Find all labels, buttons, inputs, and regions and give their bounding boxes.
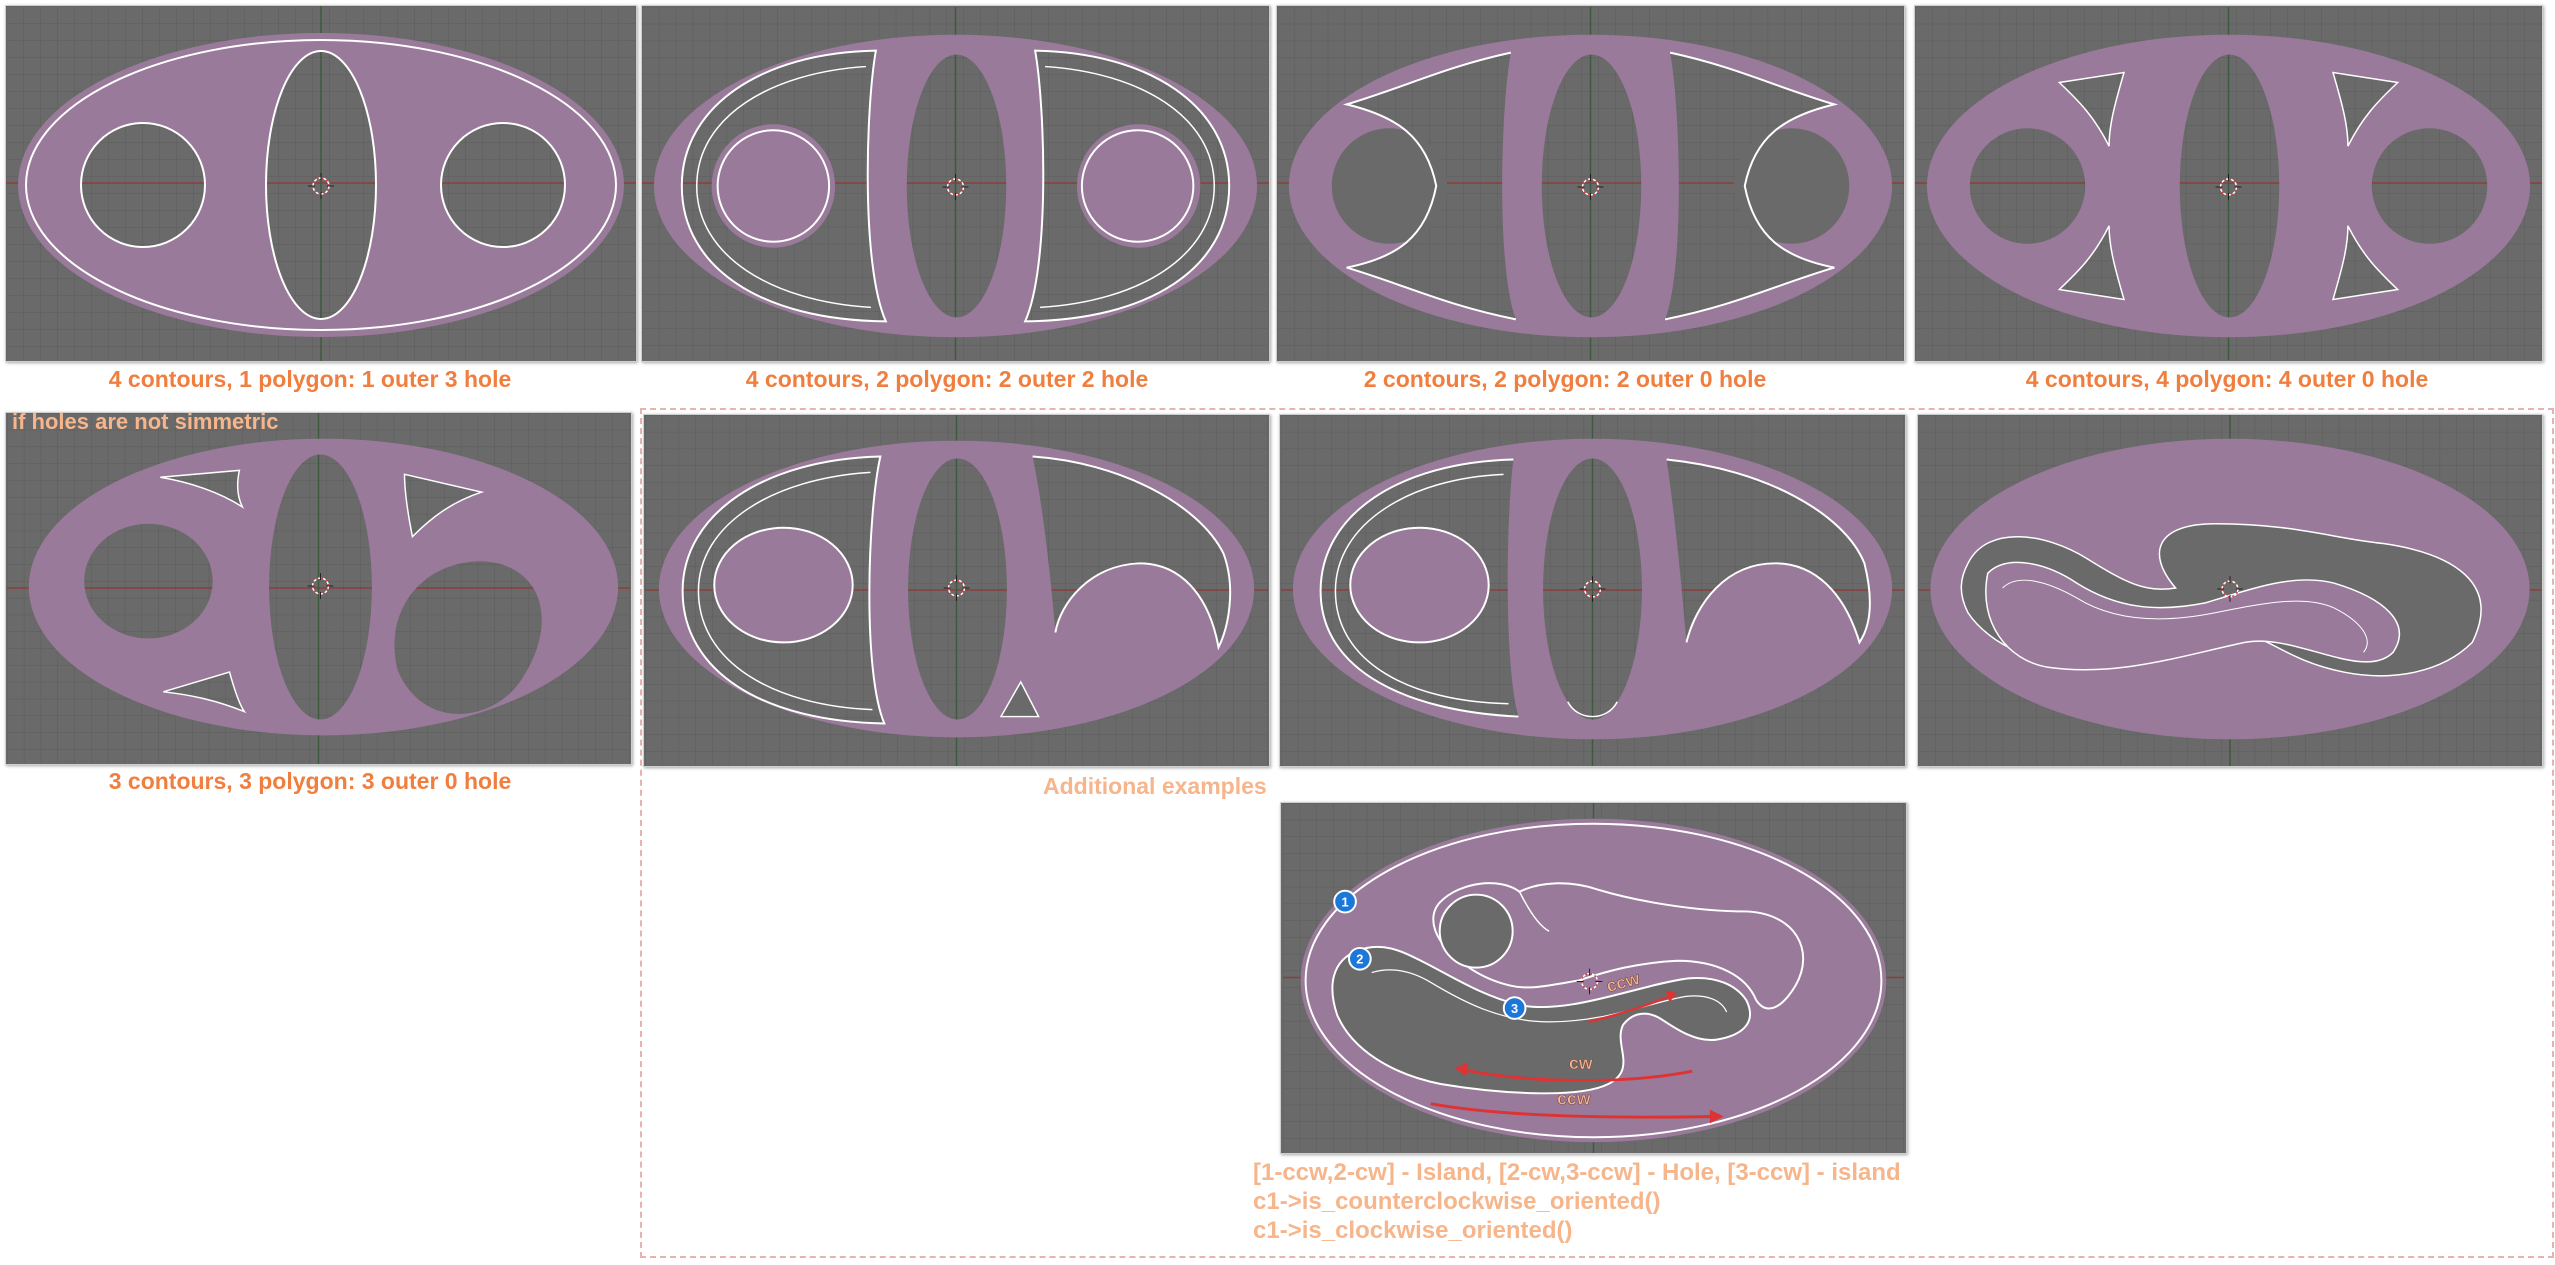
caption-3: 2 contours, 2 polygon: 2 outer 0 hole (1363, 366, 1767, 392)
caption-2: 4 contours, 2 polygon: 2 outer 2 hole (745, 366, 1149, 392)
marker-3-label: 3 (1511, 1001, 1518, 1016)
panel-orientation: ccw cw ccw 1 2 3 (1280, 802, 1907, 1154)
marker-2-label: 2 (1356, 952, 1363, 967)
ccw-outer-label: ccw (1557, 1089, 1591, 1109)
additional-examples-frame (640, 408, 2554, 1258)
cw-method-line: c1->is_clockwise_oriented() (1253, 1217, 1573, 1244)
orientation-notes: [1-ccw,2-cw] - Island, [2-cw,3-ccw] - Ho… (1253, 1158, 1901, 1245)
marker-1: 1 (1333, 889, 1357, 914)
caption-1: 4 contours, 1 polygon: 1 outer 3 hole (108, 366, 512, 392)
panel-2 (641, 5, 1270, 362)
caption-4: 4 contours, 4 polygon: 4 outer 0 hole (2025, 366, 2429, 392)
marker-3: 3 (1502, 996, 1527, 1020)
panel-3 (1276, 5, 1905, 362)
island-hole-line: [1-ccw,2-cw] - Island, [2-cw,3-ccw] - Ho… (1253, 1159, 1901, 1186)
panel-4 (1914, 5, 2543, 362)
asymmetric-note: if holes are not simmetric (12, 409, 279, 434)
additional-examples-label: Additional examples (1043, 773, 1267, 799)
marker-1-label: 1 (1341, 895, 1348, 910)
caption-5: 3 contours, 3 polygon: 3 outer 0 hole (108, 768, 512, 794)
panel-5 (5, 412, 632, 765)
panel-6 (643, 414, 1270, 767)
marker-2: 2 (1348, 946, 1372, 971)
panel-1 (5, 5, 637, 362)
panel-8 (1917, 414, 2543, 767)
ccw-method-line: c1->is_counterclockwise_oriented() (1253, 1188, 1661, 1215)
panel-7 (1279, 414, 1906, 767)
cw-label: cw (1569, 1053, 1593, 1073)
